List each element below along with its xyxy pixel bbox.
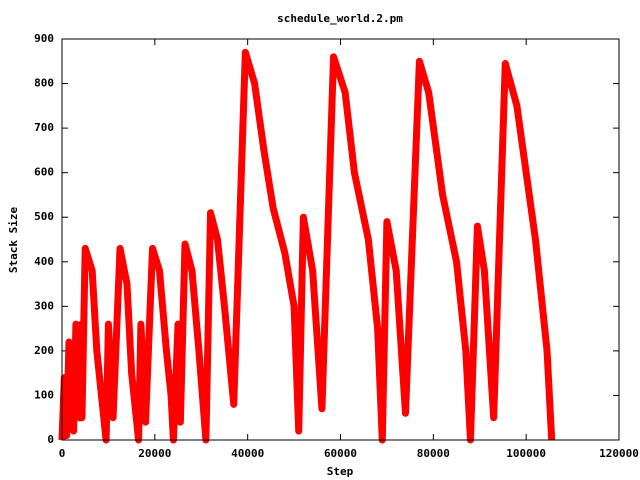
y-tick-label: 300 xyxy=(34,299,54,312)
y-tick-label: 0 xyxy=(47,433,54,446)
y-tick-label: 600 xyxy=(34,166,54,179)
y-tick-label: 700 xyxy=(34,121,54,134)
x-tick-label: 0 xyxy=(59,447,66,460)
y-tick-label: 900 xyxy=(34,32,54,45)
y-tick-label: 400 xyxy=(34,255,54,268)
x-tick-label: 20000 xyxy=(138,447,171,460)
y-tick-label: 200 xyxy=(34,344,54,357)
y-tick-label: 100 xyxy=(34,388,54,401)
x-tick-label: 40000 xyxy=(231,447,264,460)
x-axis-label: Step xyxy=(327,465,354,478)
y-tick-label: 800 xyxy=(34,77,54,90)
x-tick-label: 60000 xyxy=(324,447,357,460)
data-line xyxy=(58,48,556,444)
y-axis-label: Stack Size xyxy=(7,207,20,274)
plot-border xyxy=(61,38,620,441)
x-tick-label: 100000 xyxy=(506,447,546,460)
y-tick-label: 500 xyxy=(34,210,54,223)
chart-title: schedule_world.2.pm xyxy=(277,12,403,25)
x-tick-label: 120000 xyxy=(599,447,639,460)
x-tick-label: 80000 xyxy=(417,447,450,460)
